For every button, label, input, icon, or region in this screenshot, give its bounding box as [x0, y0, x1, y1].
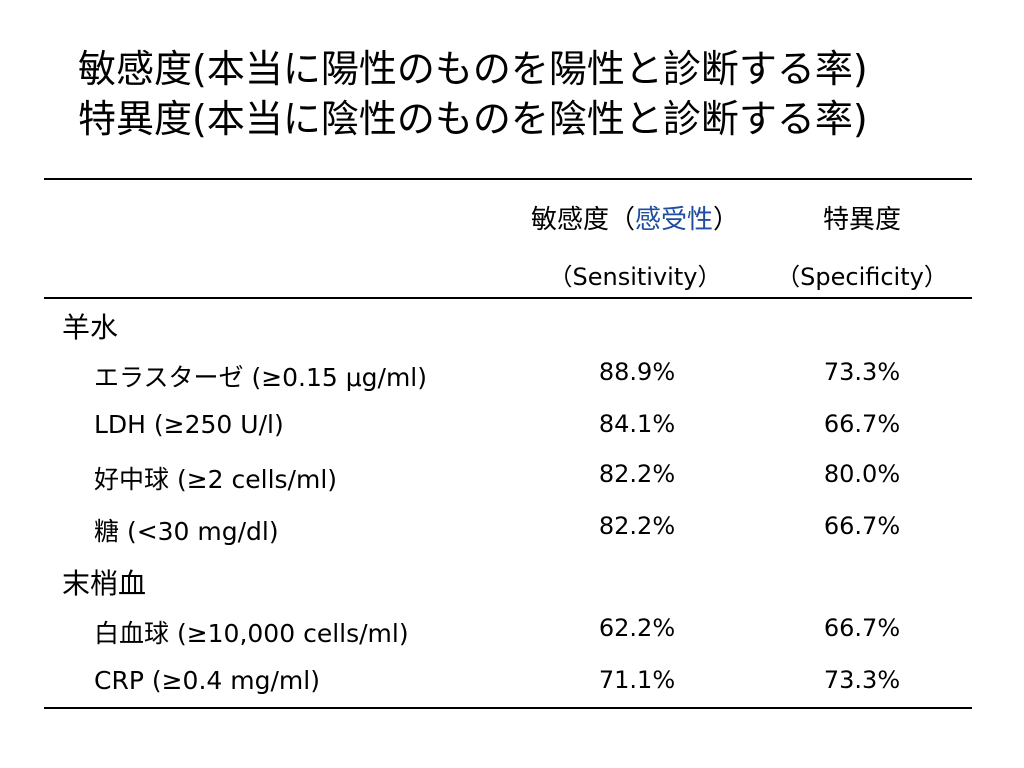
row-specificity: 73.3% — [823, 358, 901, 386]
row-sensitivity: 88.9% — [598, 358, 676, 386]
row-label: CRP (≥0.4 mg/ml) — [94, 666, 320, 695]
slide-title: 敏感度(本当に陽性のものを陽性と診断する率) 特異度(本当に陰性のものを陰性と診… — [78, 44, 868, 144]
row-label: エラスターゼ (≥0.15 μg/ml) — [94, 363, 428, 392]
group-header-row: 羊水 — [0, 306, 1024, 356]
group-category: 末梢血 — [62, 567, 147, 600]
row-sensitivity: 71.1% — [598, 666, 676, 694]
row-specificity: 66.7% — [823, 614, 901, 642]
group-header-row: 末梢血 — [0, 562, 1024, 612]
row-label: LDH (≥250 U/l) — [94, 410, 284, 439]
row-sensitivity: 82.2% — [598, 512, 676, 540]
row-specificity: 66.7% — [823, 410, 901, 438]
header-sensitivity-en: （Sensitivity） — [548, 263, 722, 291]
row-sensitivity: 82.2% — [598, 460, 676, 488]
row-sensitivity: 62.2% — [598, 614, 676, 642]
header-sensitivity: 敏感度（感受性） — [503, 199, 767, 236]
header-specificity-en: （Specificity） — [776, 263, 948, 291]
header-sensitivity-prefix: 敏感度（ — [530, 205, 635, 235]
title-line-2: 特異度(本当に陰性のものを陰性と診断する率) — [78, 97, 868, 141]
header-specificity: 特異度 — [822, 205, 901, 235]
table-row: エラスターゼ (≥0.15 μg/ml) 88.9% 73.3% — [0, 358, 1024, 408]
table-row: 好中球 (≥2 cells/ml) 82.2% 80.0% — [0, 460, 1024, 510]
table-row: LDH (≥250 U/l) 84.1% 66.7% — [0, 410, 1024, 460]
row-sensitivity: 84.1% — [598, 410, 676, 438]
row-label: 好中球 (≥2 cells/ml) — [94, 465, 338, 494]
table-top-rule — [44, 178, 972, 180]
header-sensitivity-suffix: ） — [713, 205, 740, 235]
table-row: 白血球 (≥10,000 cells/ml) 62.2% 66.7% — [0, 614, 1024, 664]
row-specificity: 66.7% — [823, 512, 901, 540]
row-specificity: 80.0% — [823, 460, 901, 488]
table-bottom-rule — [44, 707, 972, 709]
row-label: 白血球 (≥10,000 cells/ml) — [94, 619, 409, 648]
group-category: 羊水 — [62, 311, 119, 344]
row-label: 糖 (<30 mg/dl) — [94, 517, 279, 546]
header-sensitivity-accent: 感受性 — [634, 205, 713, 235]
table-row: 糖 (<30 mg/dl) 82.2% 66.7% — [0, 512, 1024, 562]
table-row: CRP (≥0.4 mg/ml) 71.1% 73.3% — [0, 666, 1024, 716]
table-header-rule — [44, 297, 972, 299]
row-specificity: 73.3% — [823, 666, 901, 694]
title-line-1: 敏感度(本当に陽性のものを陽性と診断する率) — [78, 47, 868, 91]
